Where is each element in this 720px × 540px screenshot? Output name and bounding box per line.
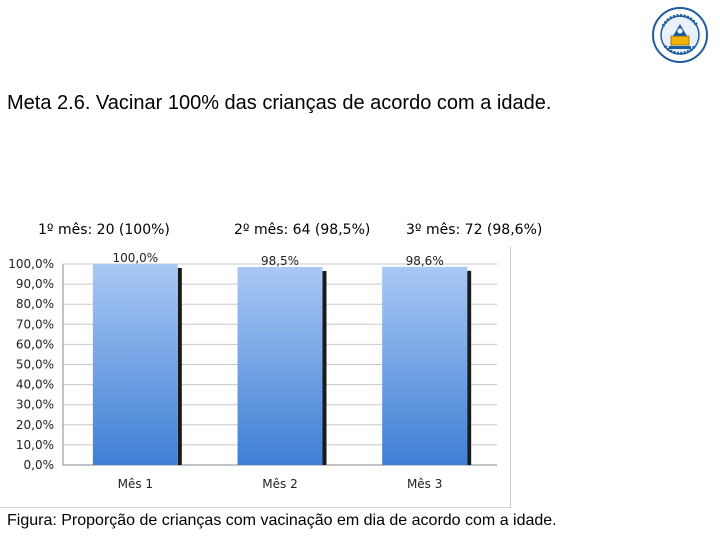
- figure-caption: Figura: Proporção de crianças com vacina…: [7, 512, 557, 529]
- data-label: 100,0%: [112, 251, 158, 265]
- bar: [382, 266, 468, 465]
- bar-shadow: [177, 268, 182, 465]
- y-tick-label: 0,0%: [24, 458, 55, 472]
- y-tick-label: 40,0%: [16, 378, 54, 392]
- y-tick-label: 100,0%: [8, 257, 54, 271]
- data-label: 98,5%: [261, 254, 299, 268]
- y-tick-label: 60,0%: [16, 337, 54, 351]
- bar-shadow: [467, 270, 472, 465]
- y-tick-label: 20,0%: [16, 418, 54, 432]
- y-tick-label: 50,0%: [16, 358, 54, 372]
- page-heading: Meta 2.6. Vacinar 100% das crianças de a…: [7, 92, 552, 114]
- month-1-label: 1º mês: 20 (100%): [38, 222, 170, 238]
- y-tick-label: 30,0%: [16, 398, 54, 412]
- bar-chart: 0,0% 10,0% 20,0% 30,0% 40,0% 50,0% 60,0% 70,0% 8…: [8, 251, 497, 491]
- bar: [237, 267, 323, 465]
- university-seal-logo: [652, 7, 708, 63]
- month-3-label: 3º mês: 72 (98,6%): [406, 222, 543, 238]
- data-label: 98,6%: [406, 254, 444, 268]
- y-tick-label: 80,0%: [16, 297, 54, 311]
- month-2-label: 2º mês: 64 (98,5%): [234, 222, 371, 238]
- bar: [92, 264, 178, 465]
- bar-shadow: [322, 271, 327, 465]
- y-tick-label: 70,0%: [16, 317, 54, 331]
- y-tick-label: 10,0%: [16, 438, 54, 452]
- x-category-label: Mês 3: [407, 477, 442, 491]
- chart-frame: [0, 246, 511, 508]
- x-category-label: Mês 2: [262, 477, 297, 491]
- x-category-label: Mês 1: [118, 477, 153, 491]
- y-tick-label: 90,0%: [16, 277, 54, 291]
